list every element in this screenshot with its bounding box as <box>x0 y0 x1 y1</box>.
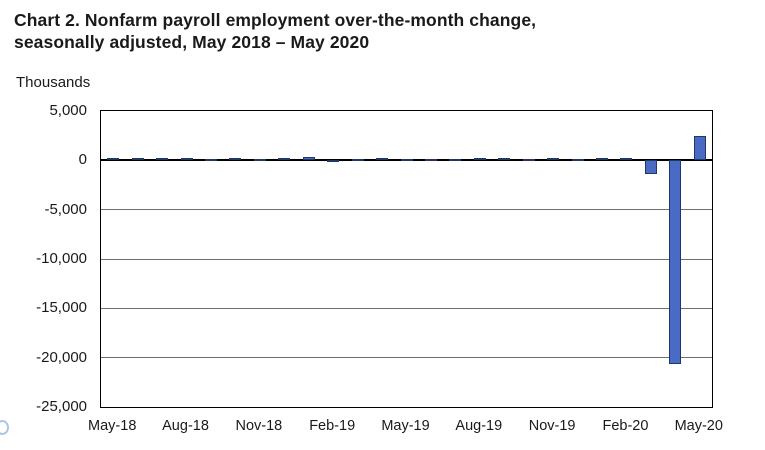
gridline--15000 <box>101 307 712 309</box>
bar-Mar-19 <box>351 158 364 161</box>
x-tick-label-Feb-20: Feb-20 <box>602 418 649 434</box>
y-axis-units-label: Thousands <box>16 74 91 91</box>
bar-Apr-19 <box>376 158 389 161</box>
bar-Jun-18 <box>131 157 144 161</box>
bar-Oct-18 <box>229 157 242 161</box>
y-tick-label-5000: 5,000 <box>49 102 87 119</box>
bar-May-19 <box>400 159 413 162</box>
bar-Sep-19 <box>498 158 511 161</box>
x-tick-label-May-18: May-18 <box>88 418 137 434</box>
gridline--10000 <box>101 258 712 260</box>
x-tick-label-Aug-18: Aug-18 <box>162 418 209 434</box>
bar-May-20 <box>693 135 706 161</box>
chart-title: Chart 2. Nonfarm payroll employment over… <box>14 9 714 53</box>
x-tick-label-Feb-19: Feb-19 <box>309 418 356 434</box>
bar-Jan-19 <box>302 157 315 161</box>
bar-Jan-20 <box>596 158 609 161</box>
bar-Feb-19 <box>327 159 340 162</box>
y-tick-label--15000: -15,000 <box>36 299 87 317</box>
bar-Sep-18 <box>204 159 217 162</box>
plot-area <box>100 110 713 408</box>
bar-Aug-19 <box>473 158 486 161</box>
bar-Mar-20 <box>644 160 657 174</box>
y-tick-label-0: 0 <box>78 151 87 169</box>
bar-May-18 <box>107 157 120 161</box>
bar-Jul-19 <box>449 158 462 161</box>
y-tick-label--5000: -5,000 <box>44 200 87 218</box>
y-tick-label--10000: -10,000 <box>36 250 87 267</box>
y-tick-label--20000: -20,000 <box>36 348 87 366</box>
gridline--20000 <box>101 357 712 359</box>
x-tick-label-Aug-19: Aug-19 <box>455 418 503 434</box>
bar-Oct-19 <box>522 158 535 161</box>
bar-Dec-19 <box>571 158 584 161</box>
chart-title-line1: Chart 2. Nonfarm payroll employment over… <box>14 10 537 30</box>
x-tick-label-May-19: May-19 <box>381 418 430 434</box>
bar-Aug-18 <box>180 157 193 161</box>
bar-Feb-20 <box>620 157 633 161</box>
x-tick-label-Nov-19: Nov-19 <box>528 418 576 434</box>
y-tick-label--25000: -25,000 <box>36 398 87 415</box>
bar-Apr-20 <box>669 160 682 365</box>
bar-Jun-19 <box>424 158 437 161</box>
edge-artifact <box>0 420 9 435</box>
bar-Nov-18 <box>253 159 266 162</box>
x-tick-label-May-20: May-20 <box>674 418 723 434</box>
bar-Dec-18 <box>278 158 291 161</box>
x-tick-label-Nov-18: Nov-18 <box>235 418 283 434</box>
bar-Nov-19 <box>547 157 560 161</box>
bar-Jul-18 <box>156 158 169 161</box>
chart-title-line2: seasonally adjusted, May 2018 – May 2020 <box>14 32 370 52</box>
gridline--5000 <box>101 209 712 211</box>
